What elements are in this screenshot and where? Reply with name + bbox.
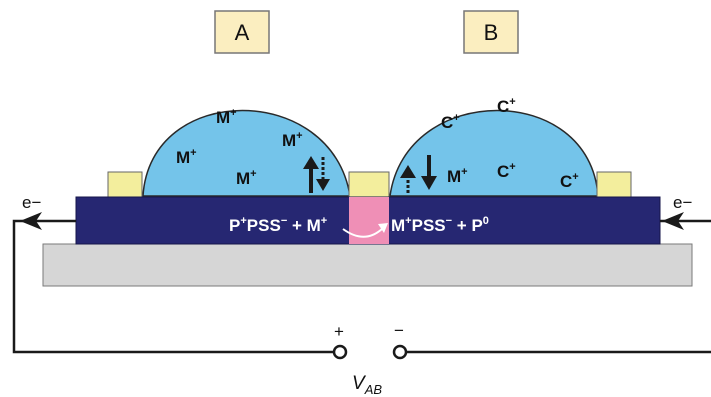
electrolyte-drop-left	[142, 109, 351, 197]
electron-flow-arrow-right	[662, 212, 684, 230]
label-b-text: B	[484, 20, 499, 45]
label-a-text: A	[235, 20, 250, 45]
terminal-positive	[332, 344, 348, 360]
label-box-b: B	[463, 10, 519, 54]
ion-transfer-curved-arrow	[342, 223, 388, 238]
electrode-pad-center	[348, 171, 390, 198]
ion-exchange-arrows-left	[303, 156, 330, 193]
ion-label: M+	[176, 147, 197, 167]
electrode-pad-right	[596, 171, 632, 198]
ion-exchange-arrows-right	[400, 155, 437, 193]
voltage-label: VAB	[352, 373, 382, 397]
ion-label: C+	[497, 96, 516, 116]
ion-label: C+	[560, 171, 579, 191]
ion-label: C+	[497, 161, 516, 181]
electrode-pad-left	[107, 171, 143, 198]
label-box-a: A	[214, 10, 270, 54]
substrate	[42, 243, 693, 287]
ion-label: M+	[447, 166, 468, 186]
electron-label-right: e−	[673, 193, 692, 212]
electrolyte-drop-right	[389, 109, 599, 197]
ion-label: M+	[282, 130, 303, 150]
terminal-minus-sign: −	[394, 321, 404, 340]
terminal-plus-sign: +	[334, 322, 344, 341]
reaction-right-side: M+PSS− + P0	[391, 215, 489, 235]
electron-label-left: e−	[22, 193, 41, 212]
ion-label: M+	[216, 107, 237, 127]
ion-label: C+	[441, 112, 460, 132]
electron-flow-arrow-left	[20, 212, 42, 230]
reaction-left-side: P+PSS− + M+	[229, 215, 327, 235]
ion-label: M+	[236, 168, 257, 188]
terminal-negative	[392, 344, 408, 360]
